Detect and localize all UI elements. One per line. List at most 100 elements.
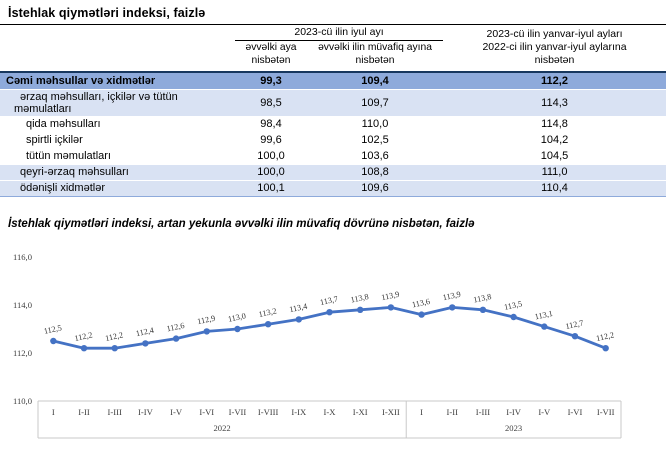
data-point-label: 112,2 xyxy=(74,330,94,343)
data-point-label: 113,5 xyxy=(503,299,523,312)
year-label: 2023 xyxy=(505,423,522,433)
x-axis-tick-label: I-VIII xyxy=(258,407,279,417)
x-axis-tick-label: I-II xyxy=(78,407,90,417)
data-point-label: 112,6 xyxy=(166,321,186,334)
data-point-marker xyxy=(541,323,548,330)
x-axis-tick-label: I-X xyxy=(324,407,337,417)
x-axis-tick-label: I-II xyxy=(447,407,459,417)
data-point-marker xyxy=(356,306,364,313)
data-point-label: 113,6 xyxy=(411,297,431,310)
row-value: 100,1 xyxy=(235,180,307,197)
data-point-marker xyxy=(80,344,88,352)
x-axis-tick-label: I xyxy=(52,407,55,417)
row-value: 104,2 xyxy=(443,132,666,149)
y-axis-tick-label: 110,0 xyxy=(13,396,32,406)
row-value: 114,3 xyxy=(443,89,666,117)
cpi-table: 2023-cü ilin iyul ayı 2023-cü ilin yanva… xyxy=(0,25,666,197)
header-group-july: 2023-cü ilin iyul ayı xyxy=(235,25,444,42)
data-point-marker xyxy=(418,311,425,318)
row-label: tütün məmulatları xyxy=(0,148,235,165)
header-vs-same-month-prev-year: əvvəlki ilin müvafiq ayına nisbətən xyxy=(307,40,444,73)
data-point-marker xyxy=(203,328,210,335)
table-row: ərzaq məhsulları, içkilər və tütün məmul… xyxy=(0,89,666,117)
row-label: qida məhsulları xyxy=(0,116,235,133)
row-label: ödənişli xidmətlər xyxy=(0,180,235,197)
data-point-label: 113,8 xyxy=(473,292,493,305)
data-point-label: 112,4 xyxy=(135,326,155,339)
table-row: qida məhsulları 98,4 110,0 114,8 xyxy=(0,116,666,133)
table-subheader-row: əvvəlki aya nisbətən əvvəlki ilin müvafi… xyxy=(0,40,666,73)
row-label: spirtli içkilər xyxy=(0,132,235,149)
header-spacer xyxy=(0,25,235,41)
x-axis-tick-label: I-VII xyxy=(229,407,247,417)
data-point-label: 113,7 xyxy=(319,294,339,307)
data-point-marker xyxy=(479,306,487,313)
row-value: 99,6 xyxy=(235,132,307,149)
data-point-label: 113,9 xyxy=(442,290,462,303)
x-axis-tick-label: I-IV xyxy=(506,407,522,417)
row-value: 103,6 xyxy=(307,148,444,165)
data-point-marker xyxy=(510,313,517,321)
y-axis-tick-label: 112,0 xyxy=(13,348,32,358)
row-value: 112,2 xyxy=(443,71,666,90)
x-axis-tick-label: I-VII xyxy=(597,407,615,417)
x-axis-tick-label: I-IV xyxy=(138,407,154,417)
row-value: 111,0 xyxy=(443,164,666,181)
row-value: 108,8 xyxy=(307,164,444,181)
x-axis-tick-label: I xyxy=(420,407,423,417)
y-axis-tick-label: 116,0 xyxy=(13,252,32,262)
row-value: 100,0 xyxy=(235,164,307,181)
table-row: ödənişli xidmətlər 100,1 109,6 110,4 xyxy=(0,180,666,197)
year-label: 2022 xyxy=(214,423,231,433)
data-point-marker xyxy=(264,320,272,328)
data-point-marker xyxy=(50,337,57,345)
data-point-label: 112,5 xyxy=(43,323,63,336)
row-value: 110,0 xyxy=(307,116,444,133)
data-point-marker xyxy=(111,344,118,352)
data-point-label: 113,9 xyxy=(381,290,401,303)
row-value: 98,5 xyxy=(235,89,307,117)
data-point-label: 112,2 xyxy=(595,330,615,343)
table-row: spirtli içkilər 99,6 102,5 104,2 xyxy=(0,132,666,149)
data-point-marker xyxy=(172,335,180,342)
row-label: Cəmi məhsullar və xidmətlər xyxy=(0,71,235,90)
x-axis-tick-label: I-XII xyxy=(382,407,400,417)
table-body: Cəmi məhsullar və xidmətlər 99,3 109,4 112,… xyxy=(0,71,666,197)
table-header-group-row: 2023-cü ilin iyul ayı 2023-cü ilin yanva… xyxy=(0,25,666,73)
header-vs-prev-month: əvvəlki aya nisbətən xyxy=(235,40,307,73)
x-axis-tick-label: I-XI xyxy=(353,407,368,417)
header-spacer xyxy=(0,40,235,73)
row-label: qeyri-ərzaq məhsulları xyxy=(0,164,235,181)
x-axis-tick-label: I-V xyxy=(538,407,551,417)
data-point-label: 113,8 xyxy=(350,292,370,305)
data-point-marker xyxy=(326,308,333,316)
x-axis-tick-label: I-V xyxy=(170,407,183,417)
row-value: 104,5 xyxy=(443,148,666,165)
header-group-jan-july-line2: 2022-ci ilin yanvar-iyul aylarına xyxy=(482,41,627,54)
data-point-label: 112,2 xyxy=(104,330,124,343)
header-group-jan-july-line3: nisbətən xyxy=(534,54,575,67)
table-row: Cəmi məhsullar və xidmətlər 99,3 109,4 112,… xyxy=(0,71,666,90)
row-value: 100,0 xyxy=(235,148,307,165)
page-title: İstehlak qiymətləri indeksi, faizlə xyxy=(0,0,666,25)
x-axis-tick-label: I-IX xyxy=(291,407,307,417)
row-value: 109,7 xyxy=(307,89,444,117)
row-value: 99,3 xyxy=(235,71,307,90)
row-label: ərzaq məhsulları, içkilər və tütün məmul… xyxy=(0,89,235,117)
x-axis-tick-label: I-III xyxy=(476,407,490,417)
row-value: 102,5 xyxy=(307,132,444,149)
data-point-label: 112,9 xyxy=(196,314,216,327)
data-point-marker xyxy=(387,304,395,311)
data-point-label: 113,4 xyxy=(288,302,308,315)
y-axis-tick-label: 114,0 xyxy=(13,300,32,310)
data-point-label: 112,7 xyxy=(565,318,585,331)
x-axis-tick-label: I-III xyxy=(108,407,122,417)
row-value: 98,4 xyxy=(235,116,307,133)
row-value: 114,8 xyxy=(443,116,666,133)
data-point-marker xyxy=(142,340,149,347)
data-point-marker xyxy=(602,344,609,352)
row-value: 109,6 xyxy=(307,180,444,197)
table-row: qeyri-ərzaq məhsulları 100,0 108,8 111,0 xyxy=(0,164,666,181)
table-row: tütün məmulatları 100,0 103,6 104,5 xyxy=(0,148,666,165)
